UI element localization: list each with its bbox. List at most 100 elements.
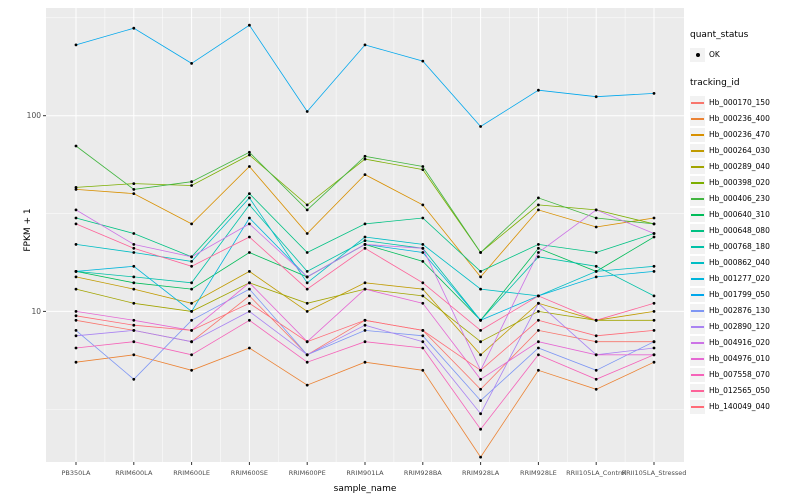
data-point [479,455,482,459]
series-key [690,143,705,158]
data-point [132,26,136,30]
legend-item: Hb_000648_080 [690,223,800,238]
data-point [537,301,540,305]
data-point [132,243,136,246]
data-point [652,270,656,273]
series-color-swatch [691,373,704,376]
data-point [74,329,78,332]
series-key [690,303,705,318]
series-color-swatch [691,197,704,200]
data-point [479,275,482,279]
data-point [594,340,598,344]
data-point [190,281,194,285]
data-point [74,287,78,291]
series-key [690,399,705,414]
data-point [537,353,540,357]
data-point [132,251,136,254]
x-axis-label: sample_name [333,484,397,494]
data-point [421,329,425,332]
data-point [479,329,482,332]
data-point [421,301,425,305]
legend-item-label: Hb_000289_040 [709,162,770,171]
series-key [690,111,705,126]
data-point [248,318,251,322]
data-point [132,318,136,322]
data-point [421,281,425,285]
data-point [479,368,482,372]
y-axis-label: FPKM + 1 [23,208,33,252]
legend-item-label: Hb_000648_080 [709,226,770,235]
data-point [594,270,598,273]
data-point [421,165,425,168]
data-point [421,246,425,250]
data-point [479,287,482,291]
data-point [363,235,367,239]
data-point [74,334,78,338]
data-point [537,294,540,298]
legend-item: Hb_000768_180 [690,239,800,254]
series-color-swatch [691,213,704,216]
legend-item-label: Hb_000236_400 [709,114,770,123]
series-color-swatch [691,309,704,312]
data-point [74,314,78,318]
data-point [479,412,482,416]
legend-item: Hb_140049_040 [690,399,800,414]
data-point [652,222,656,226]
data-point [305,353,309,357]
data-point [74,216,78,220]
data-point [248,222,251,226]
data-point [305,310,309,313]
data-point [190,255,194,259]
legend-item-label: Hb_000768_180 [709,242,770,251]
data-point [74,360,78,364]
data-point [190,340,194,344]
data-point [537,196,540,200]
data-point [479,377,482,381]
series-key [690,271,705,286]
legend-item: Hb_000862_040 [690,255,800,270]
data-point [190,329,194,332]
legend-item-ok: OK [690,47,800,62]
data-point [190,353,194,357]
data-point [652,310,656,313]
data-point [248,281,251,285]
data-point [594,251,598,254]
data-point [248,270,251,273]
legend-item-label: Hb_000264_030 [709,146,770,155]
data-point [537,329,540,332]
plot-area: 10 100 PB350LA RRIM600LA RRIM600LE RRIM600SE R… [23,8,687,494]
x-tick-label: RRIM928LA [462,469,500,477]
legend-item: Hb_000170_150 [690,95,800,110]
data-point [305,208,309,212]
series-color-swatch [691,133,704,136]
data-point [74,275,78,279]
data-point [74,270,78,273]
series-color-swatch [691,101,704,104]
series-color-swatch [691,325,704,328]
legend-item-label: Hb_000236_470 [709,130,770,139]
data-point [305,232,309,235]
x-tick-label: RRII105LA_Stressed [622,469,687,477]
data-point [132,182,136,186]
data-point [363,360,367,364]
legend-item-label: Hb_000398_020 [709,178,770,187]
series-color-swatch [691,341,704,344]
data-point [190,368,194,372]
data-point [248,150,251,154]
data-point [421,216,425,220]
data-point [537,255,540,259]
data-point [594,208,598,212]
data-point [421,59,425,63]
data-point [537,243,540,246]
series-key [690,335,705,350]
data-point [248,310,251,313]
data-point [132,287,136,291]
data-point [537,318,540,322]
data-point [248,23,251,27]
legend-item: Hb_002876_130 [690,303,800,318]
data-point [190,62,194,65]
data-point [594,95,598,99]
data-point [363,43,367,47]
data-point [537,310,540,313]
plot-svg: 10 100 PB350LA RRIM600LA RRIM600LE RRIM600SE R… [27,8,687,477]
